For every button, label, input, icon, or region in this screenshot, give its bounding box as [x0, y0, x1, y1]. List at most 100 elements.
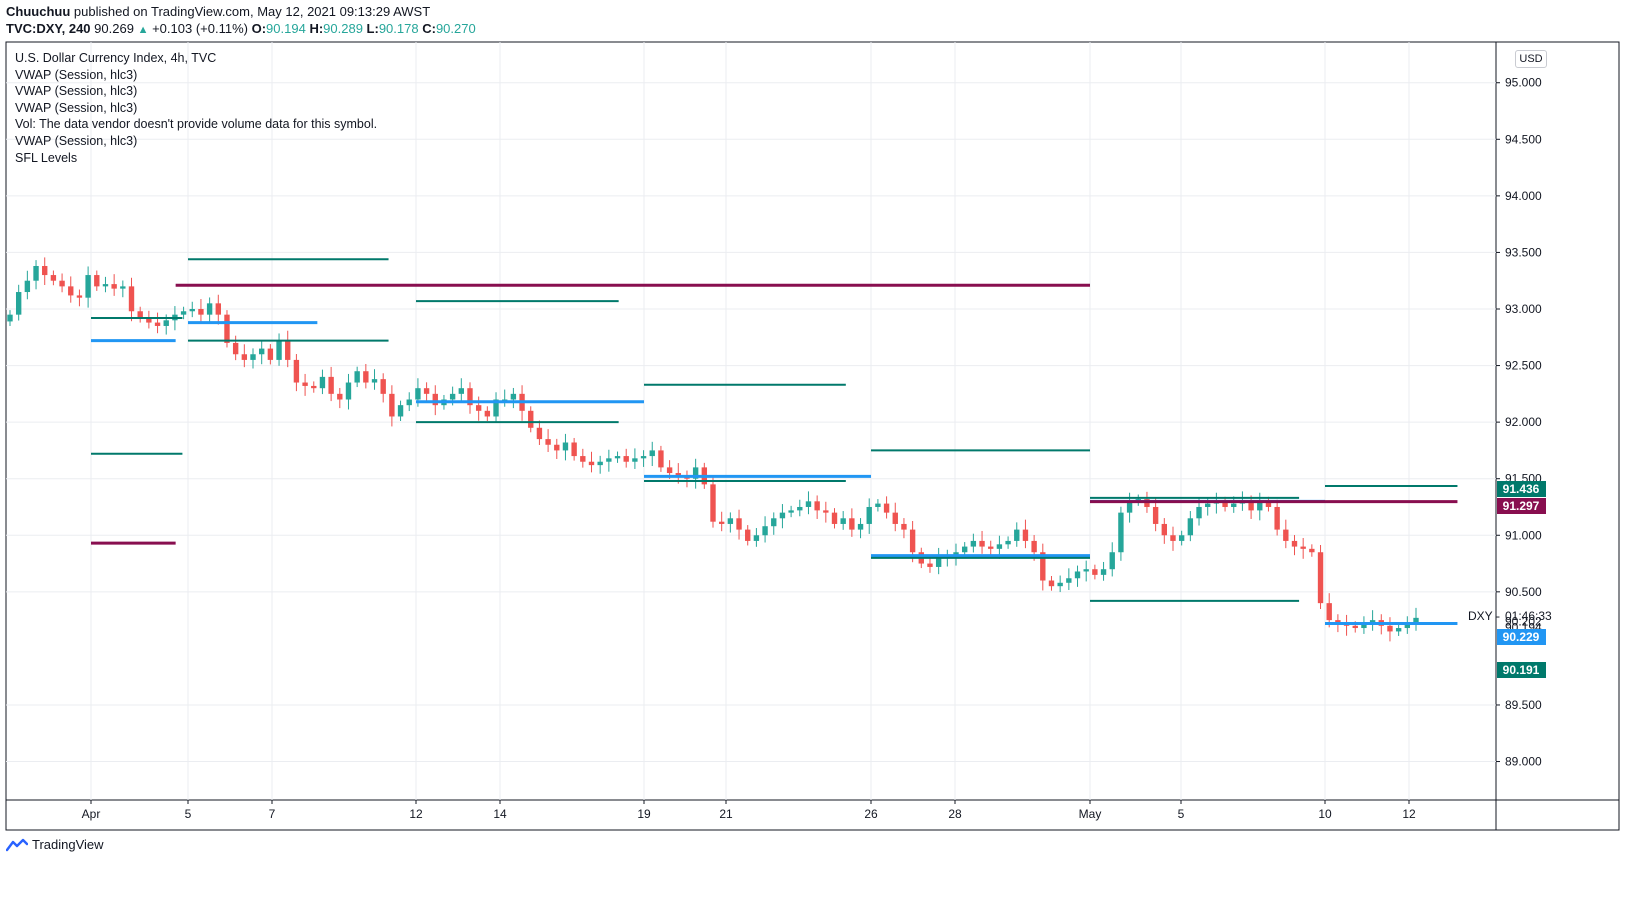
legend-line-vwap-4[interactable]: VWAP (Session, hlc3) — [15, 133, 138, 148]
legend-line-vwap-1[interactable]: VWAP (Session, hlc3) — [15, 67, 138, 82]
candle-body — [597, 461, 603, 466]
candle-body — [779, 512, 786, 519]
candle-body — [1161, 523, 1167, 536]
candle-body — [614, 456, 621, 459]
candle-body — [988, 546, 994, 549]
candle-body — [285, 340, 291, 360]
legend-line-vwap-2[interactable]: VWAP (Session, hlc3) — [15, 84, 138, 99]
x-tick-label: 10 — [1318, 807, 1332, 821]
candle-body — [580, 456, 586, 462]
legend-line-vwap-3[interactable]: VWAP (Session, hlc3) — [15, 100, 138, 115]
candle-body — [1100, 569, 1107, 575]
y-tick-label: 95.000 — [1505, 76, 1542, 90]
open-value: 90.194 — [266, 21, 306, 36]
candle-body — [692, 467, 699, 479]
candle-body — [1317, 552, 1324, 604]
candle-body — [623, 456, 629, 462]
candle-body — [745, 529, 751, 541]
price-label-text: 90.191 — [1503, 663, 1540, 677]
y-tick-label: 92.500 — [1505, 359, 1542, 373]
candle-body — [493, 399, 499, 417]
candle-body — [1126, 501, 1133, 513]
candle-body — [215, 303, 221, 315]
candle-body — [50, 275, 57, 281]
x-tick-label: 5 — [1178, 807, 1185, 821]
candle-body — [979, 540, 985, 547]
high-value: 90.289 — [323, 21, 363, 36]
candle-body — [927, 563, 933, 567]
candle-body — [1014, 529, 1020, 541]
candle-body — [198, 308, 204, 315]
low-label: L: — [366, 21, 379, 36]
y-tick-label: 94.500 — [1505, 132, 1542, 146]
candle-body — [849, 518, 855, 530]
candle-body — [866, 506, 872, 524]
candle-body — [1361, 623, 1367, 629]
x-tick-label: 12 — [1402, 807, 1416, 821]
candle-body — [24, 280, 31, 293]
candle-body — [606, 458, 612, 462]
footer-brand[interactable]: TradingView — [6, 837, 104, 852]
symbol-label: TVC:DXY, 240 — [6, 21, 91, 36]
candle-body — [1057, 582, 1063, 587]
candle-body — [345, 382, 352, 400]
price-label-overlap-top: 90.202 — [1505, 614, 1542, 628]
candle-body — [588, 461, 595, 466]
candle-body — [883, 503, 890, 513]
bar-countdown: 01:46:33 — [1505, 609, 1552, 623]
candle-body — [1178, 535, 1185, 541]
candle-body — [232, 342, 239, 355]
x-tick-label: 19 — [637, 807, 651, 821]
candle-body — [380, 379, 386, 394]
author-name: Chuuchuu — [6, 4, 71, 19]
candle-body — [475, 405, 482, 411]
x-tick-label: Apr — [82, 807, 101, 821]
candle-body — [892, 512, 898, 524]
candle-body — [935, 557, 942, 567]
y-tick-label: 89.500 — [1505, 698, 1542, 712]
candle-body — [1222, 501, 1228, 507]
candle-body — [389, 393, 395, 417]
candle-body — [1022, 529, 1029, 541]
candle-body — [962, 546, 968, 553]
candle-body — [996, 544, 1003, 549]
candle-body — [7, 314, 13, 322]
candle-body — [901, 523, 907, 530]
countdown-dash: - — [1496, 609, 1500, 623]
candle-body — [302, 382, 308, 386]
candle-body — [1196, 506, 1202, 519]
high-label: H: — [309, 21, 324, 36]
candle-body — [1005, 540, 1011, 545]
candle-body — [189, 308, 195, 312]
candle-body — [823, 510, 829, 513]
x-tick-label: 28 — [948, 807, 962, 821]
ohlc-bar: TVC:DXY, 240 90.269 ▲ +0.103 (+0.11%) O:… — [6, 21, 476, 36]
legend-line-sfl-levels[interactable]: SFL Levels — [15, 150, 78, 165]
candle-body — [1031, 540, 1037, 553]
candle-body — [1335, 620, 1341, 624]
price-label-text: 90.229 — [1503, 630, 1540, 644]
candle-body — [1326, 603, 1332, 621]
publish-info: Chuuchuu published on TradingView.com, M… — [6, 4, 430, 19]
candle-body — [510, 393, 517, 400]
indicator-legend: U.S. Dollar Currency Index, 4h, TVC VWAP… — [15, 50, 377, 166]
candle-body — [449, 393, 456, 400]
candle-body — [42, 266, 48, 276]
close-label: C: — [422, 21, 436, 36]
currency-badge[interactable]: USD — [1515, 50, 1547, 68]
candle-body — [484, 410, 491, 417]
x-tick-label: 14 — [493, 807, 507, 821]
candle-body — [1387, 625, 1393, 632]
candle-body — [1118, 512, 1124, 553]
candle-body — [76, 295, 83, 298]
candle-body — [206, 303, 213, 315]
legend-line-volume[interactable]: Vol: The data vendor doesn't provide vol… — [15, 117, 378, 132]
price-label-text: 91.297 — [1503, 499, 1540, 513]
candle-body — [970, 540, 977, 547]
candle-body — [406, 399, 412, 406]
candle-body — [1109, 552, 1115, 570]
candle-body — [432, 393, 438, 406]
candle-body — [415, 388, 421, 400]
candle-body — [371, 379, 378, 383]
